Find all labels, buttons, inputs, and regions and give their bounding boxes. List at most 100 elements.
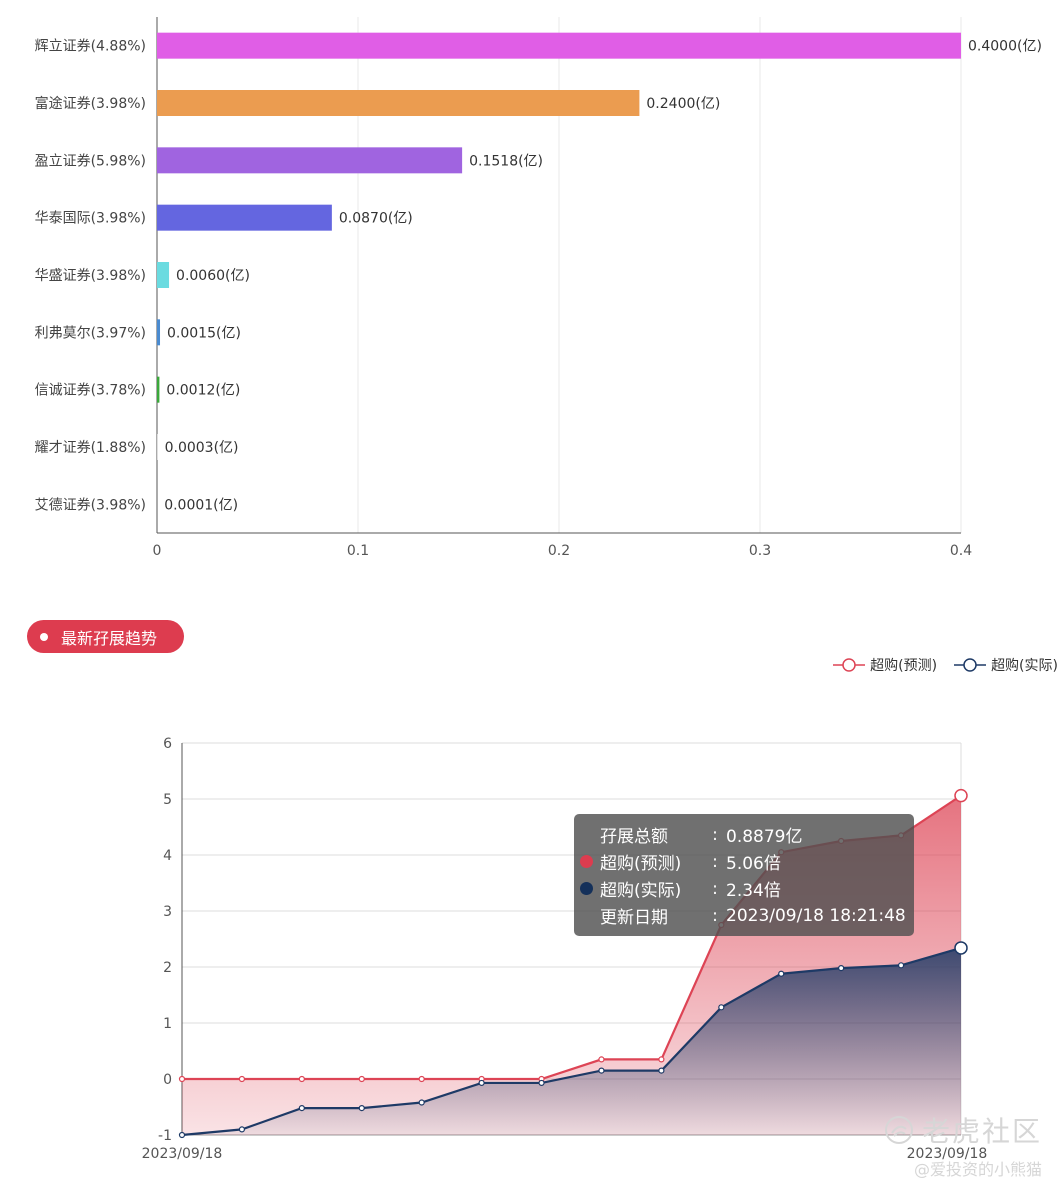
tiger-logo-icon bbox=[884, 1116, 913, 1144]
data-point bbox=[778, 970, 785, 977]
y-category-label: 富途证券(3.98%) bbox=[35, 95, 146, 112]
bar-value-label: 0.0001(亿) bbox=[164, 497, 238, 513]
y-category-label: 辉立证券(4.88%) bbox=[35, 39, 146, 55]
data-point bbox=[178, 1131, 186, 1139]
y-tick-label: 6 bbox=[163, 736, 172, 752]
tooltip-separator: : bbox=[712, 905, 718, 926]
data-point bbox=[298, 1075, 305, 1083]
data-point bbox=[718, 1004, 725, 1011]
watermark-brand: 老虎社区 bbox=[884, 1110, 1042, 1150]
tooltip-row-margin-total: 孖展总额 : 0.8879亿 bbox=[580, 821, 914, 848]
bar-value-label: 0.4000(亿) bbox=[968, 39, 1042, 55]
tooltip-row-forecast: 超购(预测) : 5.06倍 bbox=[580, 848, 914, 875]
y-tick-label: 4 bbox=[163, 848, 172, 864]
data-point bbox=[538, 1079, 545, 1087]
bar-value-label: 0.0012(亿) bbox=[166, 383, 240, 399]
section-title: 最新孖展趋势 bbox=[61, 628, 158, 648]
bar-value-label: 0.0003(亿) bbox=[165, 440, 239, 456]
watermark-user: @爱投资的小熊猫 bbox=[913, 1160, 1042, 1179]
y-category-label: 华泰国际(3.98%) bbox=[35, 211, 146, 227]
bar-value-label: 0.1518(亿) bbox=[469, 153, 543, 169]
data-point bbox=[954, 788, 968, 803]
chart-tooltip: 孖展总额 : 0.8879亿 超购(预测) : 5.06倍 超购(实际) : 2… bbox=[574, 814, 914, 936]
data-point bbox=[358, 1105, 365, 1112]
y-category-label: 耀才证券(1.88%) bbox=[35, 440, 146, 456]
tooltip-value: 0.8879亿 bbox=[726, 827, 803, 847]
y-tick-label: 2 bbox=[163, 960, 172, 976]
bar bbox=[157, 434, 158, 460]
data-point bbox=[358, 1075, 365, 1083]
x-tick-label: 0.1 bbox=[347, 543, 369, 559]
tooltip-label: 更新日期 bbox=[600, 908, 668, 928]
legend-item-actual[interactable]: 超购(实际) bbox=[953, 655, 1058, 675]
tooltip-value: 5.06倍 bbox=[726, 854, 781, 874]
bar bbox=[157, 319, 161, 346]
y-category-label: 利弗莫尔(3.97%) bbox=[35, 325, 146, 341]
tooltip-label: 孖展总额 bbox=[600, 827, 668, 847]
data-point bbox=[238, 1126, 246, 1133]
y-tick-label: 0 bbox=[163, 1072, 172, 1088]
legend-actual-marker-icon bbox=[954, 658, 987, 672]
data-point bbox=[238, 1075, 246, 1083]
tooltip-value: 2023/09/18 18:21:48 bbox=[726, 905, 906, 926]
y-tick-label: 3 bbox=[163, 904, 172, 920]
legend-label-forecast: 超购(预测) bbox=[870, 658, 938, 674]
bar bbox=[157, 204, 332, 231]
bar-chart: 0 0.1 0.2 0.3 0.4 辉立证券(4.88%) 0.4000(亿) 富途证券(3.… bbox=[35, 17, 1042, 559]
tooltip-row-update-date: 更新日期 : 2023/09/18 18:21:48 bbox=[580, 902, 914, 929]
x-tick-label: 2023/09/18 bbox=[907, 1146, 988, 1162]
data-point bbox=[418, 1075, 425, 1083]
tooltip-value: 2.34倍 bbox=[726, 881, 781, 901]
y-category-label: 华盛证券(3.98%) bbox=[35, 268, 146, 284]
data-point bbox=[178, 1075, 186, 1083]
bar-value-label: 0.2400(亿) bbox=[646, 96, 720, 112]
bar bbox=[157, 376, 160, 403]
data-point bbox=[418, 1099, 425, 1106]
data-point bbox=[838, 965, 845, 972]
tooltip-dot-actual-icon bbox=[580, 882, 593, 895]
data-point bbox=[598, 1056, 605, 1063]
line-chart-legend: 超购(预测) 超购(实际) bbox=[832, 655, 1058, 675]
tooltip-separator: : bbox=[712, 824, 718, 845]
bar bbox=[157, 147, 463, 174]
tooltip-spacer bbox=[580, 909, 593, 922]
y-category-label: 盈立证券(5.98%) bbox=[35, 153, 146, 169]
watermark-brand-text: 老虎社区 bbox=[921, 1115, 1042, 1148]
bar bbox=[157, 262, 170, 288]
x-tick-label: 0.2 bbox=[548, 543, 570, 559]
bar bbox=[157, 32, 961, 59]
x-tick-label: 0 bbox=[153, 543, 162, 559]
bar-value-label: 0.0060(亿) bbox=[176, 268, 250, 284]
data-point bbox=[897, 962, 905, 969]
y-tick-label: 1 bbox=[163, 1016, 172, 1032]
data-point bbox=[658, 1056, 665, 1063]
tooltip-spacer bbox=[580, 828, 593, 841]
bar-value-label: 0.0015(亿) bbox=[167, 325, 241, 341]
tooltip-label: 超购(预测) bbox=[600, 854, 682, 874]
bar bbox=[157, 90, 640, 116]
y-category-label: 艾德证券(3.98%) bbox=[35, 497, 146, 513]
y-category-label: 信诚证券(3.78%) bbox=[35, 383, 146, 399]
data-point bbox=[598, 1067, 605, 1074]
x-tick-label: 2023/09/18 bbox=[142, 1146, 223, 1162]
pill-dot-icon bbox=[40, 632, 48, 641]
data-point bbox=[954, 941, 968, 955]
tooltip-dot-forecast-icon bbox=[580, 855, 593, 868]
legend-item-forecast[interactable]: 超购(预测) bbox=[832, 655, 937, 675]
x-tick-label: 0.4 bbox=[950, 543, 972, 559]
data-point bbox=[298, 1105, 305, 1112]
bar-value-label: 0.0870(亿) bbox=[339, 211, 413, 227]
tooltip-row-actual: 超购(实际) : 2.34倍 bbox=[580, 875, 914, 902]
x-tick-label: 0.3 bbox=[749, 543, 771, 559]
tooltip-label: 超购(实际) bbox=[600, 881, 682, 901]
section-title-pill[interactable]: 最新孖展趋势 bbox=[27, 620, 184, 653]
series-line bbox=[181, 946, 962, 1137]
legend-forecast-marker-icon bbox=[833, 658, 866, 672]
tooltip-separator: : bbox=[712, 878, 718, 899]
legend-label-actual: 超购(实际) bbox=[991, 658, 1058, 674]
data-point bbox=[478, 1079, 485, 1087]
data-point bbox=[658, 1067, 665, 1074]
series-area bbox=[182, 947, 961, 1135]
y-tick-label: 5 bbox=[163, 792, 172, 808]
y-tick-label: -1 bbox=[158, 1128, 172, 1144]
